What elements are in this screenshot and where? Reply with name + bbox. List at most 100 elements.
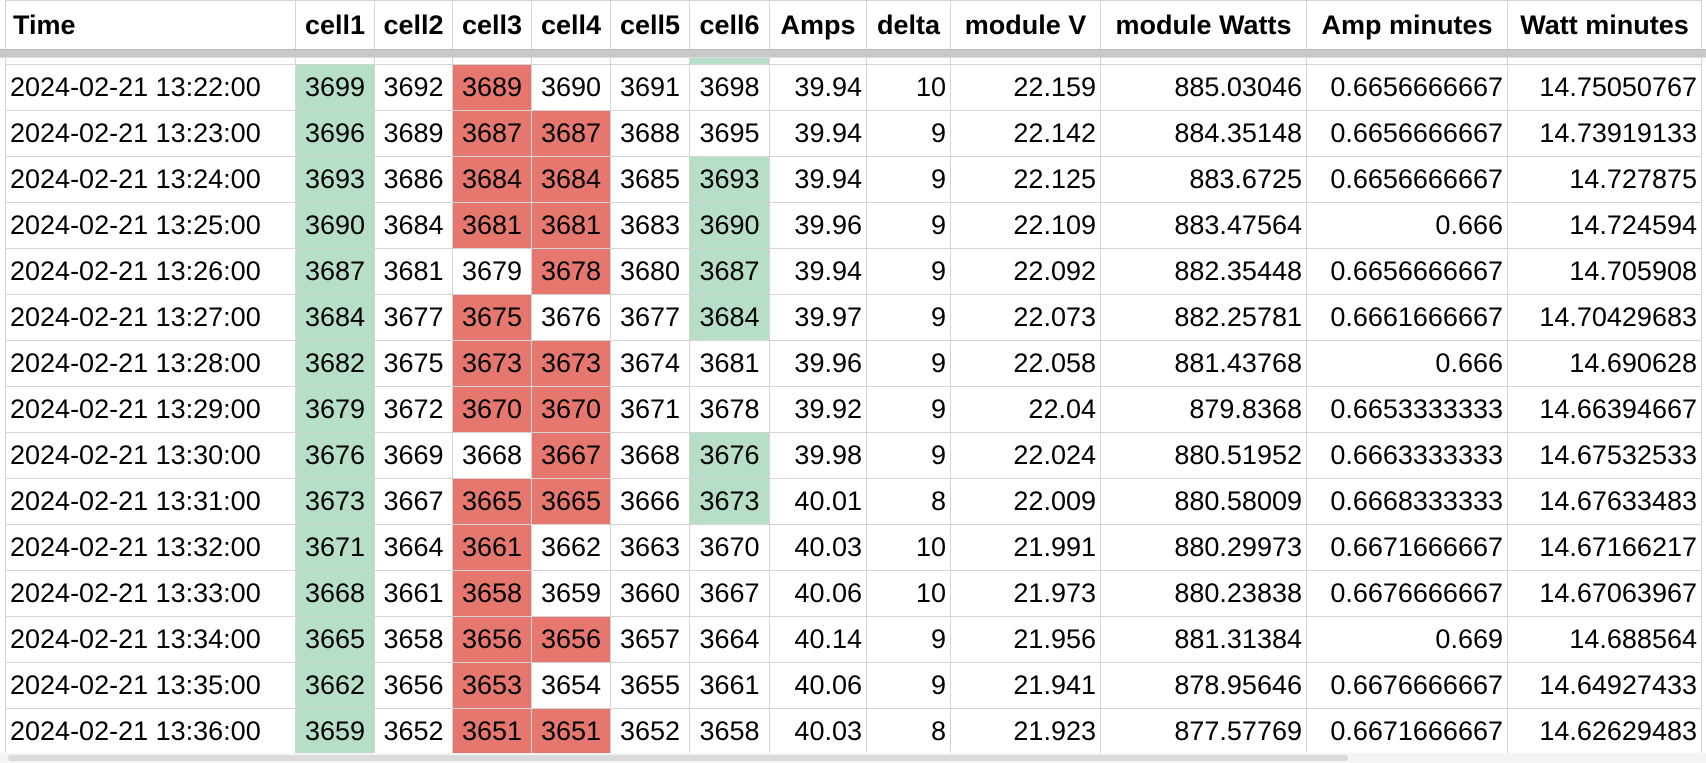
cell-cell1[interactable]: 3662 <box>295 662 375 709</box>
cell-amps[interactable]: 40.06 <box>769 570 867 617</box>
column-header-watt-minutes[interactable]: Watt minutes <box>1507 0 1702 51</box>
cell-cell5[interactable]: 3668 <box>610 432 690 479</box>
cell-cell6[interactable]: 3698 <box>689 64 770 111</box>
cell-delta[interactable]: 10 <box>866 64 951 111</box>
cell-cell1[interactable]: 3671 <box>295 524 375 571</box>
cell-cell2[interactable]: 3672 <box>374 386 453 433</box>
cell-module-v[interactable]: 22.125 <box>950 156 1101 203</box>
column-header-time[interactable]: Time <box>5 0 296 51</box>
cell-module-watts[interactable]: 880.29973 <box>1100 524 1307 571</box>
cell-cell6[interactable]: 3687 <box>689 248 770 295</box>
freeze-pane-divider[interactable] <box>0 49 1706 58</box>
cell-module-v[interactable]: 21.956 <box>950 616 1101 663</box>
cell-delta[interactable]: 10 <box>866 524 951 571</box>
cell-cell1[interactable]: 3699 <box>295 64 375 111</box>
cell-cell2[interactable]: 3692 <box>374 64 453 111</box>
cell-amp-minutes[interactable]: 0.6653333333 <box>1306 386 1508 433</box>
cell-cell1[interactable]: 3679 <box>295 386 375 433</box>
cell-module-v[interactable]: 22.058 <box>950 340 1101 387</box>
cell-module-watts[interactable]: 881.43768 <box>1100 340 1307 387</box>
cell-cell3[interactable]: 3651 <box>452 708 532 755</box>
cell-cell3[interactable]: 3679 <box>452 248 532 295</box>
cell-cell5[interactable]: 3663 <box>610 524 690 571</box>
cell-cell2[interactable]: 3667 <box>374 478 453 525</box>
cell-cell3[interactable]: 3673 <box>452 340 532 387</box>
cell-watt-minutes[interactable]: 14.73919133 <box>1507 110 1702 157</box>
cell-cell6[interactable]: 3676 <box>689 432 770 479</box>
cell-time[interactable]: 2024-02-21 13:23:00 <box>5 110 296 157</box>
column-header-amps[interactable]: Amps <box>769 0 867 51</box>
cell-cell1[interactable]: 3665 <box>295 616 375 663</box>
cell-amps[interactable]: 39.92 <box>769 386 867 433</box>
cell-module-v[interactable]: 22.024 <box>950 432 1101 479</box>
cell-cell1[interactable]: 3659 <box>295 708 375 755</box>
column-header-delta[interactable]: delta <box>866 0 951 51</box>
cell-amps[interactable]: 39.97 <box>769 294 867 341</box>
cell-amp-minutes[interactable]: 0.6656666667 <box>1306 156 1508 203</box>
cell-cell5[interactable]: 3688 <box>610 110 690 157</box>
column-header-amp-minutes[interactable]: Amp minutes <box>1306 0 1508 51</box>
cell-cell5[interactable]: 3666 <box>610 478 690 525</box>
cell-amps[interactable]: 39.94 <box>769 248 867 295</box>
cell-amp-minutes[interactable]: 0.6656666667 <box>1306 110 1508 157</box>
cell-amps[interactable]: 40.06 <box>769 662 867 709</box>
cell-cell3[interactable]: 3656 <box>452 616 532 663</box>
cell-cell5[interactable]: 3677 <box>610 294 690 341</box>
cell-cell2[interactable]: 3689 <box>374 110 453 157</box>
cell-cell6[interactable]: 3678 <box>689 386 770 433</box>
column-header-cell5[interactable]: cell5 <box>610 0 690 51</box>
cell-module-v[interactable]: 21.973 <box>950 570 1101 617</box>
cell-cell5[interactable]: 3674 <box>610 340 690 387</box>
cell-time[interactable]: 2024-02-21 13:24:00 <box>5 156 296 203</box>
cell-cell6[interactable]: 3670 <box>689 524 770 571</box>
cell-cell5[interactable]: 3660 <box>610 570 690 617</box>
cell-watt-minutes[interactable]: 14.67063967 <box>1507 570 1702 617</box>
cell-delta[interactable]: 9 <box>866 110 951 157</box>
cell-watt-minutes[interactable]: 14.724594 <box>1507 202 1702 249</box>
cell-amps[interactable]: 39.94 <box>769 64 867 111</box>
cell-time[interactable]: 2024-02-21 13:22:00 <box>5 64 296 111</box>
cell-time[interactable]: 2024-02-21 13:32:00 <box>5 524 296 571</box>
cell-cell4[interactable]: 3690 <box>531 64 611 111</box>
cell-cell4[interactable]: 3676 <box>531 294 611 341</box>
cell-time[interactable]: 2024-02-21 13:28:00 <box>5 340 296 387</box>
cell-module-watts[interactable]: 879.8368 <box>1100 386 1307 433</box>
cell-time[interactable]: 2024-02-21 13:29:00 <box>5 386 296 433</box>
cell-delta[interactable]: 10 <box>866 570 951 617</box>
cell-cell4[interactable]: 3681 <box>531 202 611 249</box>
cell-cell6[interactable]: 3693 <box>689 156 770 203</box>
cell-cell2[interactable]: 3661 <box>374 570 453 617</box>
cell-delta[interactable]: 9 <box>866 156 951 203</box>
cell-watt-minutes[interactable]: 14.66394667 <box>1507 386 1702 433</box>
cell-watt-minutes[interactable]: 14.690628 <box>1507 340 1702 387</box>
cell-cell4[interactable]: 3656 <box>531 616 611 663</box>
cell-delta[interactable]: 9 <box>866 340 951 387</box>
cell-cell6[interactable]: 3684 <box>689 294 770 341</box>
cell-module-v[interactable]: 22.04 <box>950 386 1101 433</box>
cell-cell3[interactable]: 3658 <box>452 570 532 617</box>
cell-cell2[interactable]: 3686 <box>374 156 453 203</box>
cell-cell3[interactable]: 3675 <box>452 294 532 341</box>
cell-cell3[interactable]: 3653 <box>452 662 532 709</box>
cell-cell2[interactable]: 3681 <box>374 248 453 295</box>
cell-watt-minutes[interactable]: 14.705908 <box>1507 248 1702 295</box>
cell-cell5[interactable]: 3683 <box>610 202 690 249</box>
cell-cell1[interactable]: 3687 <box>295 248 375 295</box>
cell-module-v[interactable]: 22.159 <box>950 64 1101 111</box>
cell-cell3[interactable]: 3687 <box>452 110 532 157</box>
cell-cell4[interactable]: 3667 <box>531 432 611 479</box>
cell-cell1[interactable]: 3684 <box>295 294 375 341</box>
cell-cell4[interactable]: 3651 <box>531 708 611 755</box>
cell-cell1[interactable]: 3682 <box>295 340 375 387</box>
cell-module-watts[interactable]: 882.25781 <box>1100 294 1307 341</box>
cell-module-v[interactable]: 21.941 <box>950 662 1101 709</box>
cell-delta[interactable]: 9 <box>866 616 951 663</box>
cell-module-watts[interactable]: 880.51952 <box>1100 432 1307 479</box>
column-header-cell2[interactable]: cell2 <box>374 0 453 51</box>
cell-cell1[interactable]: 3676 <box>295 432 375 479</box>
cell-module-v[interactable]: 21.991 <box>950 524 1101 571</box>
cell-amp-minutes[interactable]: 0.6656666667 <box>1306 64 1508 111</box>
cell-module-watts[interactable]: 880.23838 <box>1100 570 1307 617</box>
cell-delta[interactable]: 9 <box>866 432 951 479</box>
cell-watt-minutes[interactable]: 14.67166217 <box>1507 524 1702 571</box>
